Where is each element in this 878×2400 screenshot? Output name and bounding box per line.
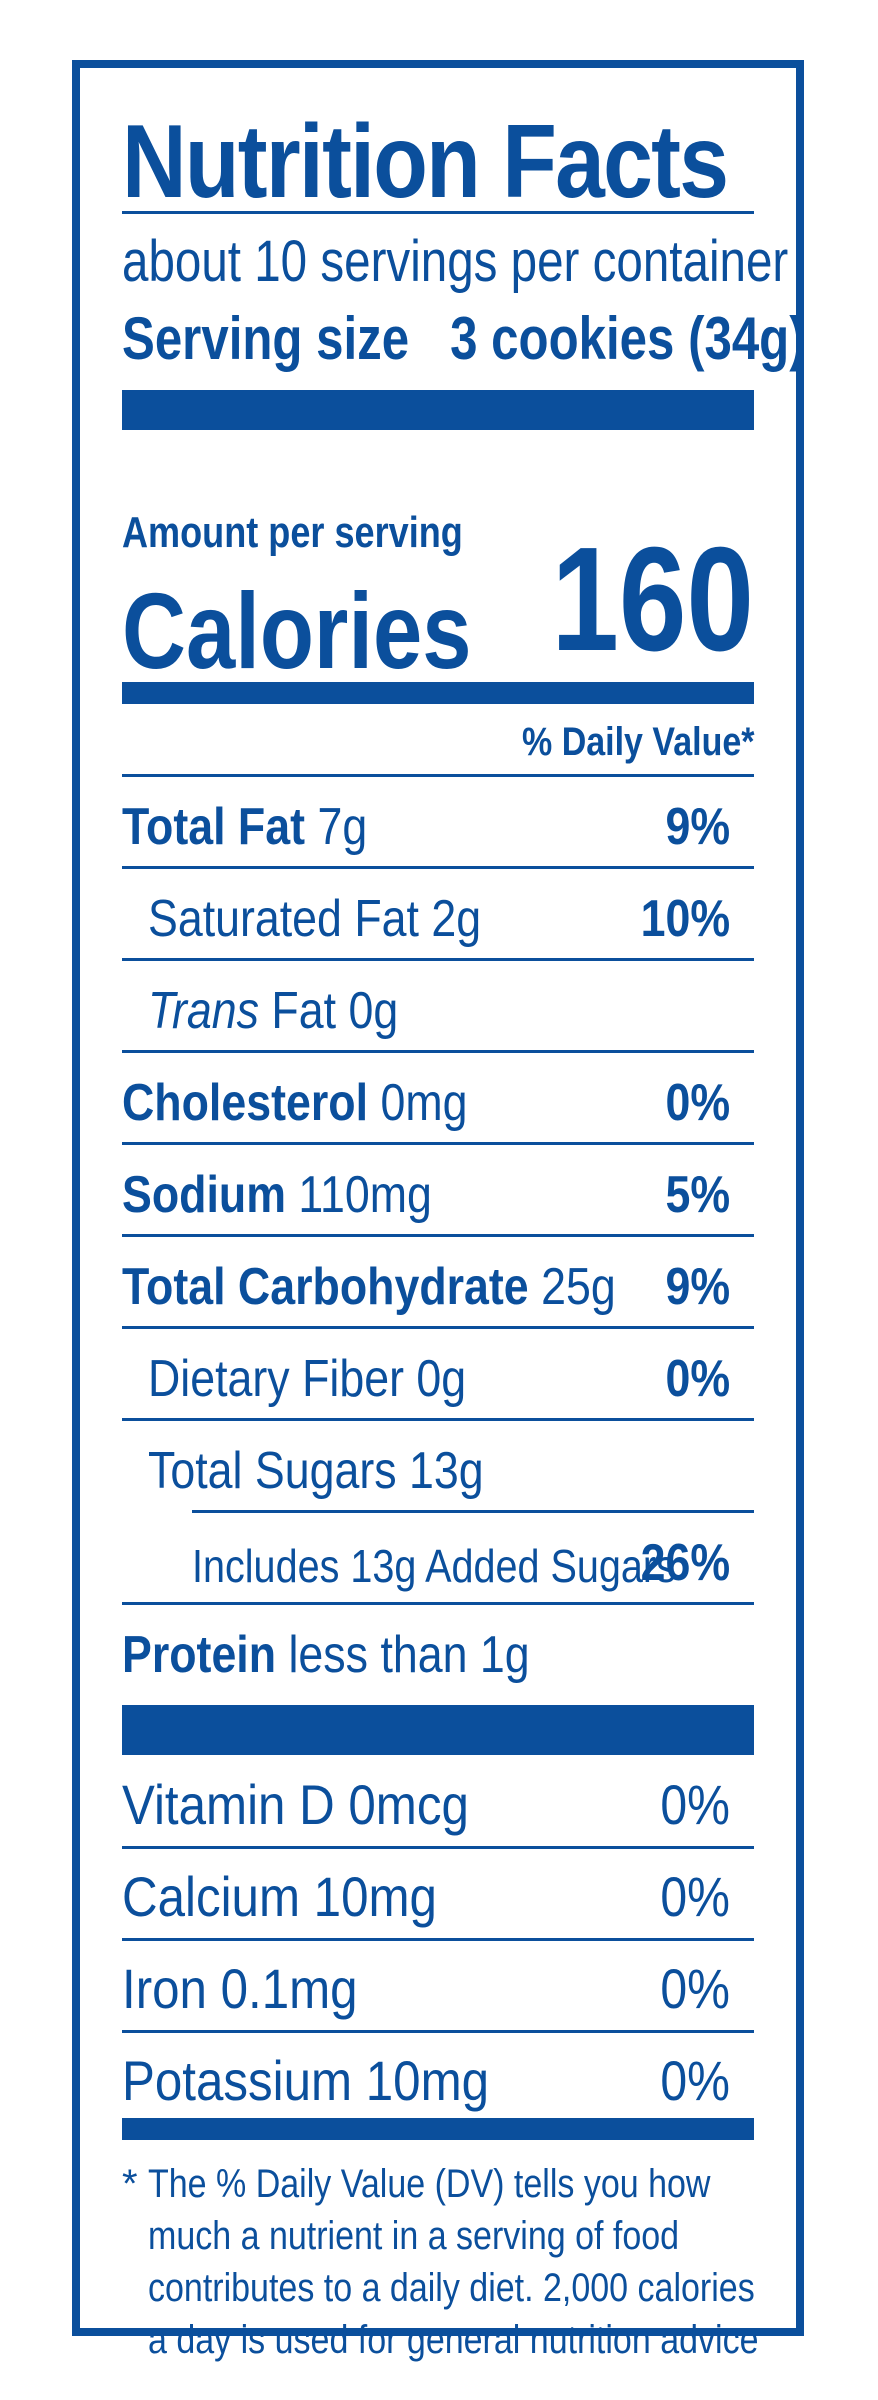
row-divider — [122, 1234, 754, 1237]
nutrient-name: Protein — [122, 1626, 277, 1684]
nutrient-name: Total Sugars — [148, 1442, 397, 1500]
label-title: Nutrition Facts — [122, 104, 729, 220]
nutrient-name: Cholesterol — [122, 1074, 369, 1132]
serving-size-value: 3 cookies (34g) — [450, 305, 806, 372]
nutrient-dv: 0% — [665, 1350, 730, 1408]
nutrient-name: Total Fat — [122, 798, 306, 856]
row-divider — [122, 1846, 754, 1849]
nutrient-amount: 0g — [348, 982, 399, 1040]
amount-per-serving: Amount per serving — [122, 508, 463, 557]
nutrition-facts-content: Nutrition Facts about 10 servings per co… — [122, 68, 806, 2362]
nutrient-dv: 5% — [665, 1166, 730, 1224]
nutrient-row-trans-fat: Trans Fat 0g — [122, 961, 754, 1053]
row-divider — [122, 1142, 754, 1145]
row-divider — [122, 866, 754, 869]
nutrient-dv: 26% — [640, 1534, 730, 1592]
row-divider — [122, 1326, 754, 1329]
row-divider — [122, 1050, 754, 1053]
row-divider — [122, 1418, 754, 1421]
nutrient-row-total-fat: Total Fat 7g 9% — [122, 777, 754, 869]
nutrient-row-sodium: Sodium 110mg 5% — [122, 1145, 754, 1237]
protein-divider-bar — [122, 1705, 754, 1755]
serving-size-label: Serving size — [122, 305, 410, 372]
nutrition-facts-panel: Nutrition Facts about 10 servings per co… — [72, 60, 806, 2362]
nutrient-dv: 9% — [665, 1258, 730, 1316]
footnote-text: The % Daily Value (DV) tells you how muc… — [148, 2162, 759, 2362]
vitamin-text: Vitamin D 0mcg — [122, 1773, 469, 1836]
nutrient-row-saturated-fat: Saturated Fat 2g 10% — [122, 869, 754, 961]
row-divider — [122, 958, 754, 961]
nutrient-amount: 0g — [416, 1350, 467, 1408]
vitamin-dv: 0% — [660, 1865, 730, 1928]
footnote-star: * — [122, 2162, 138, 2206]
nutrient-name-italic: Trans — [148, 982, 259, 1040]
nutrient-row-cholesterol: Cholesterol 0mg 0% — [122, 1053, 754, 1145]
vitamin-row-iron: Iron 0.1mg 0% — [122, 1941, 754, 2033]
nutrient-name: Dietary Fiber — [148, 1350, 404, 1408]
title-divider — [122, 211, 754, 214]
vitamin-row-potassium: Potassium 10mg 0% — [122, 2033, 754, 2125]
serving-divider-bar — [122, 390, 754, 430]
vitamin-row-vitamin-d: Vitamin D 0mcg 0% — [122, 1757, 754, 1849]
dv-header-divider — [122, 774, 754, 777]
row-divider — [192, 1510, 754, 1513]
nutrient-row-added-sugars: Includes 13g Added Sugars 26% — [122, 1513, 754, 1605]
nutrient-name: Saturated Fat — [148, 890, 419, 948]
servings-per-container: about 10 servings per container — [122, 229, 789, 294]
footnote-divider-bar — [122, 2118, 754, 2140]
nutrient-dv: 0% — [665, 1074, 730, 1132]
calories-divider-bar — [122, 682, 754, 704]
nutrient-row-dietary-fiber: Dietary Fiber 0g 0% — [122, 1329, 754, 1421]
vitamin-dv: 0% — [660, 1773, 730, 1836]
vitamin-text: Iron 0.1mg — [122, 1957, 358, 2020]
daily-value-header: % Daily Value* — [521, 720, 754, 764]
vitamin-row-calcium: Calcium 10mg 0% — [122, 1849, 754, 1941]
nutrient-dv: 9% — [665, 798, 730, 856]
nutrient-amount: 7g — [317, 798, 368, 856]
vitamin-dv: 0% — [660, 1957, 730, 2020]
nutrient-dv: 10% — [640, 890, 730, 948]
nutrient-text: Includes 13g Added Sugars — [192, 1540, 676, 1592]
nutrient-amount: 110mg — [298, 1166, 432, 1224]
calories-value: 160 — [551, 517, 754, 682]
row-divider — [122, 1602, 754, 1605]
vitamin-text: Potassium 10mg — [122, 2049, 490, 2112]
nutrient-amount: 2g — [431, 890, 482, 948]
nutrient-row-total-carbohydrate: Total Carbohydrate 25g 9% — [122, 1237, 754, 1329]
nutrient-name: Fat — [271, 982, 337, 1040]
row-divider — [122, 2030, 754, 2033]
nutrient-name: Sodium — [122, 1166, 286, 1224]
vitamin-dv: 0% — [660, 2049, 730, 2112]
nutrient-amount: 13g — [409, 1442, 484, 1500]
nutrient-amount: 25g — [541, 1258, 616, 1316]
nutrient-row-total-sugars: Total Sugars 13g — [122, 1421, 754, 1513]
nutrient-amount: less than 1g — [288, 1626, 530, 1684]
serving-size: Serving size 3 cookies (34g) — [122, 304, 806, 373]
nutrient-amount: 0mg — [380, 1074, 468, 1132]
vitamin-text: Calcium 10mg — [122, 1865, 437, 1928]
nutrient-name: Total Carbohydrate — [122, 1258, 529, 1316]
nutrient-row-protein: Protein less than 1g — [122, 1605, 754, 1697]
calories-label: Calories — [122, 570, 472, 691]
row-divider — [122, 1938, 754, 1941]
